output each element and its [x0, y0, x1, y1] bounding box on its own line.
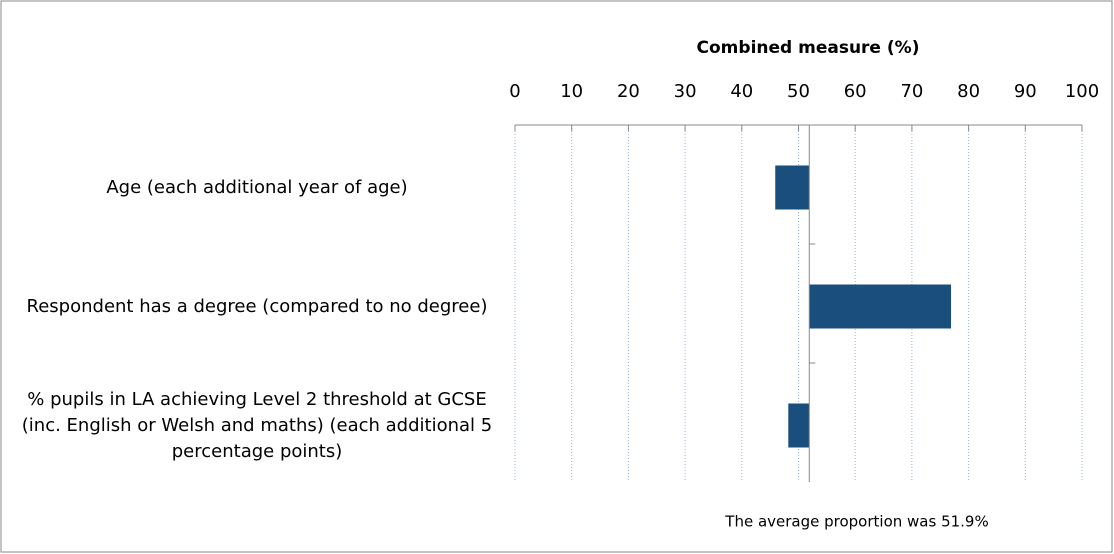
y-tick-label: Age (each additional year of age) — [106, 176, 408, 198]
x-tick-label: 50 — [787, 81, 810, 102]
x-tick-label: 20 — [617, 81, 640, 102]
x-tick-label: 60 — [844, 81, 867, 102]
annotation: The average proportion was 51.9% — [724, 513, 988, 531]
x-tick-label: 70 — [900, 81, 923, 102]
x-tick-label: 100 — [1065, 81, 1099, 102]
bar — [788, 403, 810, 448]
x-tick-label: 40 — [730, 81, 753, 102]
y-tick-label: % pupils in LA achieving Level 2 thresho… — [21, 388, 493, 462]
x-tick-label: 80 — [957, 81, 980, 102]
bar — [775, 165, 810, 210]
chart-title: Combined measure (%) — [697, 38, 920, 58]
x-tick-label: 0 — [509, 81, 520, 102]
x-tick-label: 90 — [1014, 81, 1037, 102]
y-tick-label: Respondent has a degree (compared to no … — [26, 295, 488, 317]
x-tick-label: 10 — [560, 81, 583, 102]
x-tick-label: 30 — [674, 81, 697, 102]
bar — [809, 284, 952, 329]
